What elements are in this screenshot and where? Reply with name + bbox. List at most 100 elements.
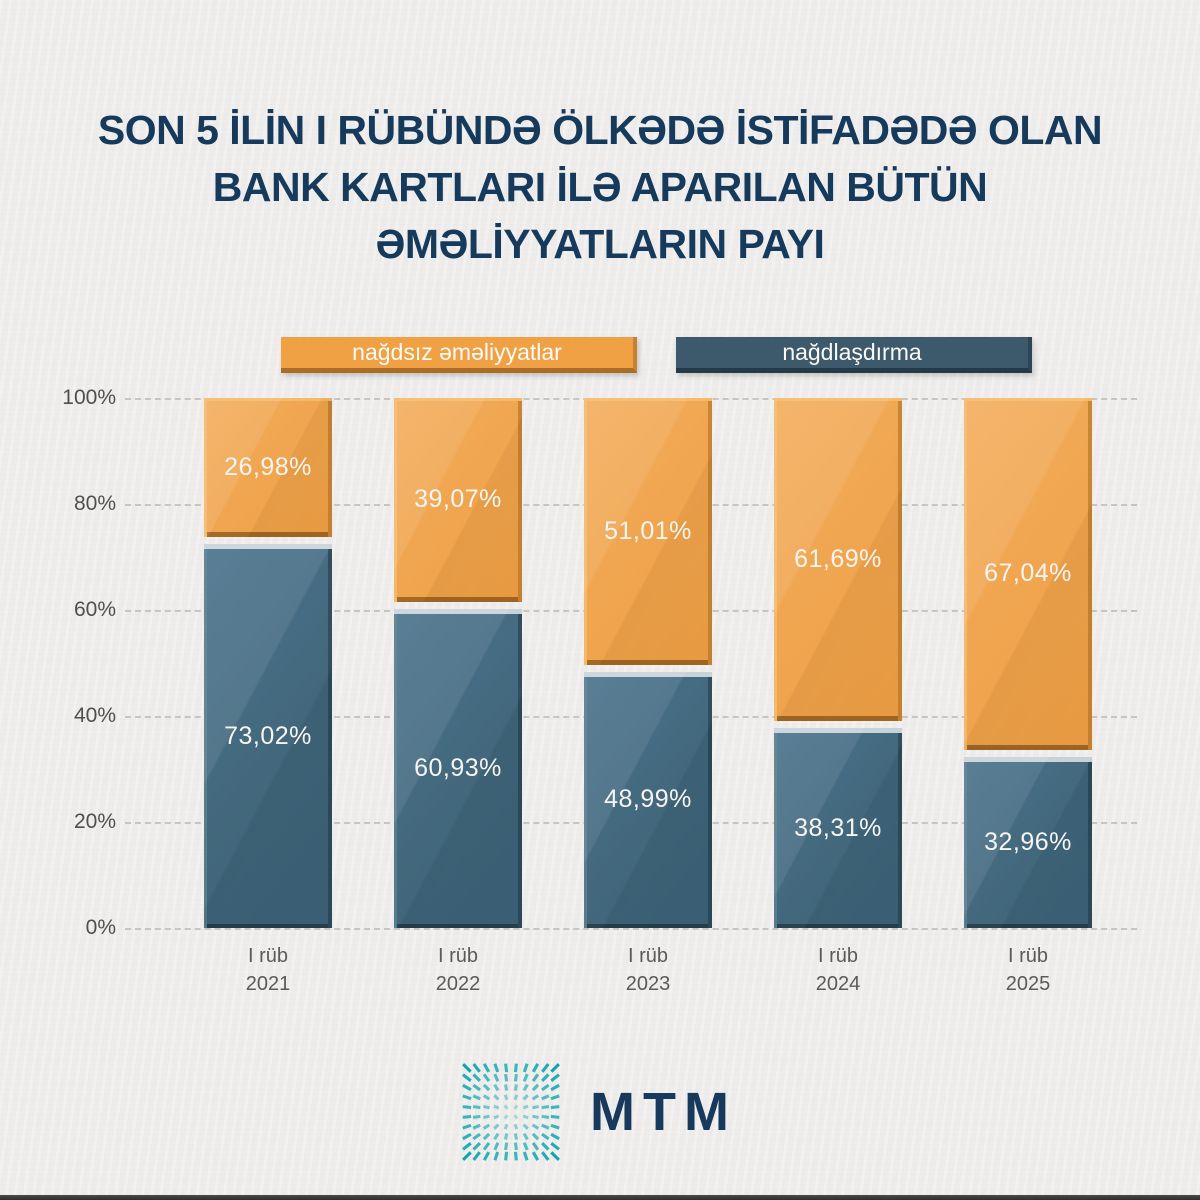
logo-dash [493,1073,500,1082]
bar-segment-cashless-2021: 26,98% [204,398,332,538]
logo-dash [482,1123,491,1130]
y-axis-tick-label: 80% [73,492,116,515]
logo-dash [550,1083,560,1092]
logo-dash [531,1063,540,1073]
bar-segment-cash-withdrawal-2021: 73,02% [204,544,332,928]
logo-dash [462,1132,472,1141]
logo-dash [541,1114,550,1119]
logo-dash [513,1123,519,1130]
logo-dash [472,1063,481,1073]
logo-dash [513,1104,519,1110]
logo-dash [482,1083,491,1092]
bar-value-label: 60,93% [414,753,502,782]
x-axis-label-quarter: I rüb [437,945,479,967]
logo-dash [472,1094,481,1101]
logo-dash [541,1073,550,1082]
bar-value-label: 61,69% [794,545,882,574]
x-axis-label-year: 2024 [815,973,861,995]
bar-value-label: 32,96% [984,827,1072,856]
bar-segment-cash-withdrawal-2022: 60,93% [394,608,522,929]
logo-dash [541,1151,550,1161]
logo-dash [522,1114,529,1120]
bar-segment-cashless-2025: 67,04% [964,398,1092,750]
logo-dash [550,1151,560,1161]
bar-value-label: 26,98% [224,453,312,482]
logo-dash [462,1151,472,1161]
logo-dash [541,1132,550,1141]
bar-segment-cashless-2023: 51,01% [584,398,712,665]
title-line-3: ƏMƏLİYYATLARIN PAYI [375,221,825,267]
y-axis-tick-label: 40% [73,704,116,727]
bar-value-label: 48,99% [604,785,692,814]
logo-dash [522,1094,529,1101]
logo-dash [472,1073,481,1082]
logo-dash [493,1083,500,1092]
logo-dash [504,1073,509,1082]
gridline-0% [125,928,1137,930]
logo-dash [482,1094,491,1101]
x-axis-label-2024: I rüb 2024 [774,942,902,998]
x-axis-label-2022: I rüb 2022 [394,942,522,998]
logo-dash [522,1142,529,1151]
bar-value-label: 39,07% [414,485,502,514]
bar-value-label: 73,02% [224,721,312,750]
logo-dash [493,1151,500,1161]
logo-dash [531,1083,540,1092]
logo-dash [472,1083,481,1092]
x-axis-label-quarter: I rüb [627,945,669,967]
logo-dash [462,1142,472,1151]
logo-dash [493,1063,500,1073]
x-axis-label-2025: I rüb 2025 [964,942,1092,998]
logo-dash [541,1063,550,1073]
logo-dash [532,1104,539,1110]
logo-dash [503,1084,509,1091]
mtm-logo: MTM [462,1062,737,1162]
y-axis-tick-label: 0% [85,916,116,939]
logo-dash [531,1132,540,1141]
logo-dash [493,1142,500,1151]
logo-dash [513,1073,518,1082]
x-axis-label-quarter: I rüb [817,945,859,967]
logo-dash [472,1114,481,1119]
x-axis-label-year: 2023 [625,973,671,995]
bar-segment-cash-withdrawal-2025: 32,96% [964,756,1092,929]
radial-dash-burst-icon [462,1063,560,1161]
page-title: SON 5 İLİN I RÜBÜNDƏ ÖLKƏDƏ İSTİFADƏDƏ O… [0,102,1200,273]
logo-dash [531,1073,540,1082]
logo-dash [462,1123,472,1130]
logo-dash [462,1094,472,1101]
logo-dash [513,1114,519,1120]
logo-dash [462,1114,472,1119]
logo-dash [522,1151,529,1161]
logo-dash [493,1094,500,1101]
logo-dash [482,1073,491,1082]
bar-value-label: 51,01% [604,516,692,545]
logo-dash [531,1094,540,1101]
logo-dash [482,1063,491,1073]
logo-dash [550,1132,560,1141]
logo-dash [483,1104,490,1110]
logo-dash [504,1142,509,1151]
logo-dash [482,1142,491,1151]
x-axis-label-quarter: I rüb [247,945,289,967]
logo-dash [504,1063,509,1073]
logo-dash [462,1073,472,1082]
y-axis-tick-label: 100% [62,386,116,409]
logo-dash [504,1151,509,1161]
legend-item-cashless: nağdsız əməliyyatlar [281,337,637,373]
logo-dash [550,1094,560,1101]
logo-dash [541,1105,550,1110]
bottom-edge-bar [0,1195,1200,1200]
logo-dash [472,1132,481,1141]
x-axis-label-year: 2021 [245,973,291,995]
logo-text: MTM [590,1082,737,1142]
bar-segment-cash-withdrawal-2024: 38,31% [774,728,902,928]
logo-dash [503,1114,509,1120]
logo-dash [472,1123,481,1130]
logo-dash [462,1083,472,1092]
logo-dash [513,1063,518,1073]
logo-dash [513,1094,519,1101]
logo-dash [550,1063,560,1073]
logo-dash [550,1073,560,1082]
